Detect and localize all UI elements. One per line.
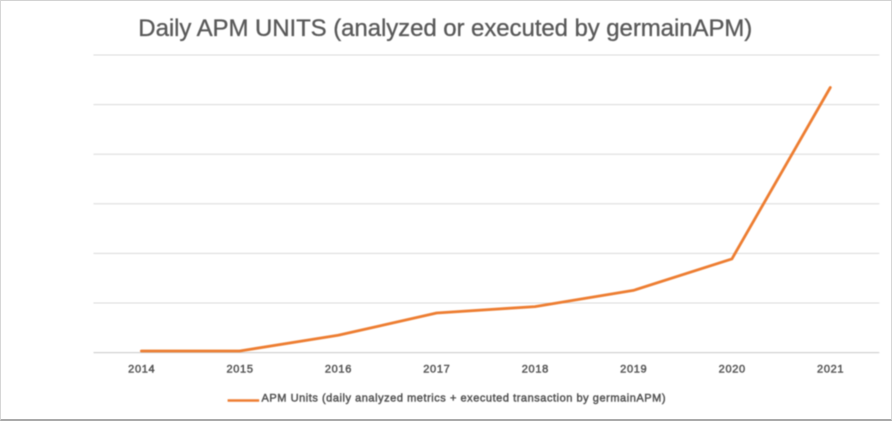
svg-text:Daily APM UNITS (analyzed or e: Daily APM UNITS (analyzed or executed by… — [138, 15, 752, 42]
svg-text:2021: 2021 — [817, 364, 844, 376]
svg-text:2019: 2019 — [620, 364, 647, 376]
svg-text:2016: 2016 — [325, 364, 352, 376]
svg-text:2015: 2015 — [226, 364, 253, 376]
svg-text:2020: 2020 — [719, 364, 746, 376]
svg-text:APM Units (daily analyzed metr: APM Units (daily analyzed metrics + exec… — [262, 393, 666, 405]
svg-text:2018: 2018 — [522, 364, 549, 376]
svg-text:2014: 2014 — [128, 364, 155, 376]
svg-text:2017: 2017 — [423, 364, 450, 376]
